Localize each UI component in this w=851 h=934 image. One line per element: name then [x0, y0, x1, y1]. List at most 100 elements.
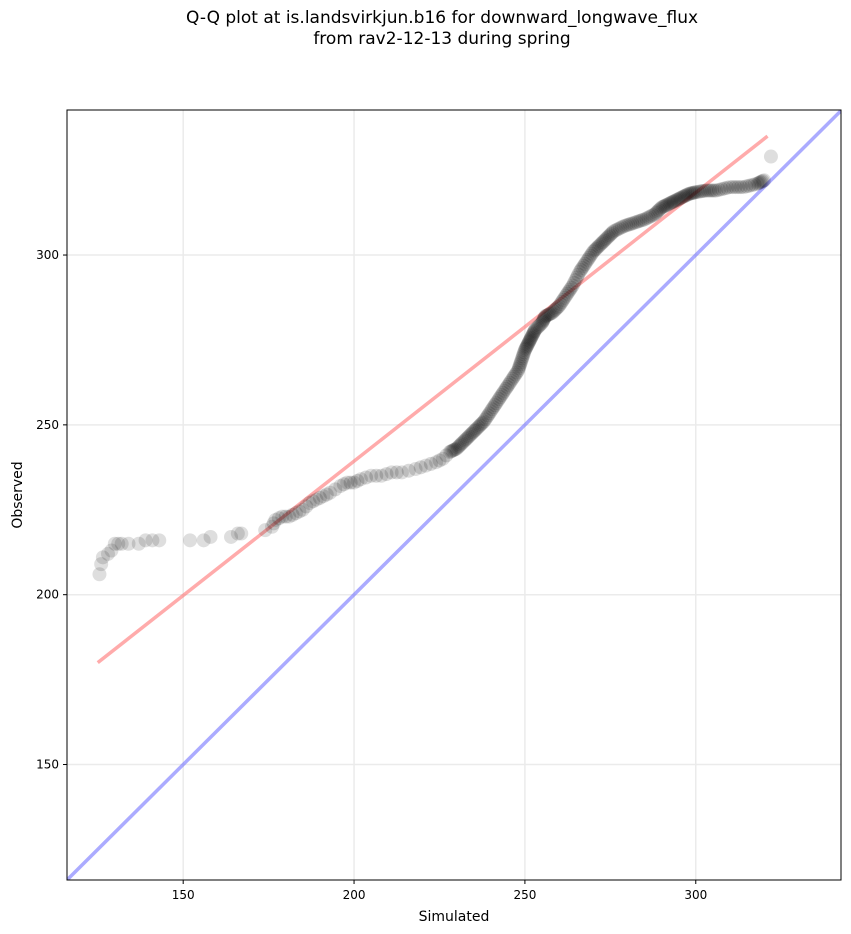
data-point	[703, 183, 718, 198]
data-point	[506, 369, 521, 384]
data-point	[552, 298, 567, 313]
data-point	[699, 183, 714, 198]
data-point	[539, 308, 554, 323]
data-point	[532, 318, 547, 333]
data-point	[515, 351, 530, 366]
data-point	[316, 489, 331, 504]
data-point	[554, 294, 569, 309]
data-point	[505, 371, 520, 386]
data-point	[258, 523, 273, 538]
data-point	[623, 217, 638, 232]
data-point	[593, 237, 608, 252]
data-point	[401, 463, 416, 478]
data-point	[511, 361, 526, 376]
data-point	[670, 192, 685, 207]
data-points	[92, 149, 778, 582]
data-point	[478, 412, 493, 427]
data-point	[353, 472, 368, 487]
data-point	[643, 209, 658, 224]
data-point	[121, 536, 136, 551]
data-point	[517, 343, 532, 358]
data-point	[561, 284, 576, 299]
data-point	[442, 445, 457, 460]
data-point	[94, 557, 109, 572]
data-point	[597, 233, 612, 248]
data-point	[594, 236, 609, 251]
y-tick-label: 300	[36, 248, 59, 262]
data-point	[680, 187, 695, 202]
data-point	[526, 325, 541, 340]
data-point	[687, 185, 702, 200]
data-point	[468, 422, 483, 437]
data-point	[651, 203, 666, 218]
chart-title-line2: from rav2-12-13 during spring	[313, 29, 571, 49]
data-point	[497, 383, 512, 398]
data-point	[639, 211, 654, 226]
data-point	[558, 288, 573, 303]
data-point	[537, 311, 552, 326]
data-point	[692, 184, 707, 199]
data-point	[496, 385, 511, 400]
data-point	[521, 336, 536, 351]
data-point	[476, 414, 491, 429]
data-point	[285, 507, 300, 522]
data-point	[526, 326, 541, 341]
axis-ticks: 150 200 250 300 150 200 250 300	[36, 248, 707, 902]
data-point	[282, 509, 297, 524]
data-point	[482, 406, 497, 421]
data-point	[694, 184, 709, 199]
x-axis-label: Simulated	[419, 909, 490, 925]
data-point	[728, 180, 743, 195]
data-point	[511, 363, 526, 378]
data-point	[536, 313, 551, 328]
data-point	[472, 418, 487, 433]
data-point	[439, 448, 454, 463]
data-point	[533, 317, 548, 332]
data-point	[722, 180, 737, 195]
data-point	[753, 175, 768, 190]
data-point	[580, 252, 595, 267]
data-point	[336, 477, 351, 492]
identity-line	[67, 110, 841, 880]
data-point	[537, 310, 552, 325]
data-point	[230, 526, 245, 541]
data-point	[465, 425, 480, 440]
data-point	[583, 248, 598, 263]
data-point	[595, 235, 610, 250]
data-point	[604, 226, 619, 241]
data-point	[515, 349, 530, 364]
y-tick-label: 150	[36, 758, 59, 772]
data-point	[514, 353, 529, 368]
data-point	[545, 305, 560, 320]
data-point	[530, 320, 545, 335]
data-point	[579, 254, 594, 269]
data-point	[457, 433, 472, 448]
data-point	[538, 309, 553, 324]
data-point	[435, 451, 450, 466]
data-point	[557, 290, 572, 305]
data-point	[446, 442, 461, 457]
data-point	[145, 533, 160, 548]
data-point	[601, 229, 616, 244]
data-point	[605, 225, 620, 240]
data-point	[627, 215, 642, 230]
reference-lines	[67, 110, 841, 880]
data-point	[707, 183, 722, 198]
data-point	[672, 191, 687, 206]
data-point	[633, 213, 648, 228]
data-point	[676, 189, 691, 204]
x-tick-label: 300	[684, 888, 707, 902]
data-point	[275, 509, 290, 524]
data-point	[234, 526, 249, 541]
data-point	[467, 423, 482, 438]
data-point	[602, 228, 617, 243]
data-point	[576, 258, 591, 273]
data-point	[725, 180, 740, 195]
data-point	[265, 519, 280, 534]
data-point	[470, 421, 485, 436]
data-point	[750, 176, 765, 191]
data-point	[374, 468, 389, 483]
data-point	[614, 220, 629, 235]
data-point	[271, 511, 286, 526]
